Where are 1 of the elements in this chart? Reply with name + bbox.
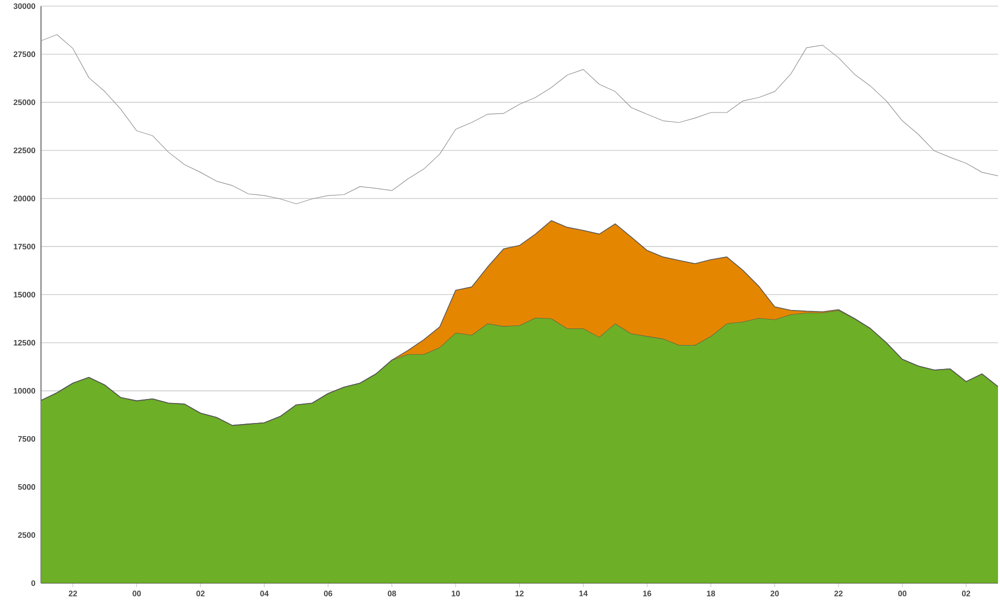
line-series <box>41 34 998 204</box>
